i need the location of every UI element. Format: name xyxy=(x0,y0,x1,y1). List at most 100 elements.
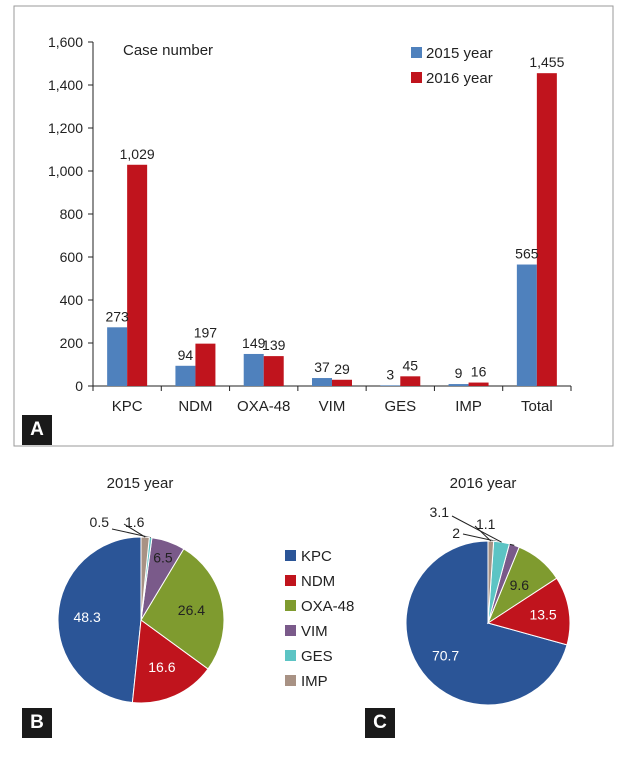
pie-slice-label: 13.5 xyxy=(529,606,556,622)
pie-legend-swatch xyxy=(285,600,296,611)
panel-label-a: A xyxy=(22,415,52,445)
pie-slice-label: 48.3 xyxy=(73,609,100,625)
y-tick-label: 800 xyxy=(60,206,84,222)
bar-legend: 2015 year 2016 year xyxy=(411,45,493,87)
bar-chart-title: Case number xyxy=(123,42,213,59)
pie-slice-label: 70.7 xyxy=(432,647,459,663)
bar-2016-vim xyxy=(332,379,352,386)
x-axis-ticks xyxy=(92,386,572,391)
bar-value-label: 1,029 xyxy=(120,146,155,162)
bar-2016-ges xyxy=(400,376,421,386)
pie-2015-title: 2015 year xyxy=(107,475,174,492)
x-tick-label: KPC xyxy=(112,398,143,415)
pie-slice-imp xyxy=(487,540,495,624)
pie-slice-label: 26.4 xyxy=(178,602,205,618)
pie-leader-line xyxy=(474,525,492,542)
pie-leader-line xyxy=(123,523,146,538)
bar-value-label: 3 xyxy=(386,366,394,382)
pie-2016-title: 2016 year xyxy=(450,475,517,492)
x-axis-labels: KPC NDM OXA-48 VIM GES IMP Total xyxy=(112,398,553,415)
pie-legend-swatch xyxy=(285,625,296,636)
pie-chart-2016: 2016 year 70.7 13.5 9.6 23.1 1.1 xyxy=(405,475,571,706)
pie-legend-swatch xyxy=(285,575,296,586)
legend-swatch xyxy=(411,72,422,83)
bar-2016-imp xyxy=(468,382,489,386)
pie-legend-label: VIM xyxy=(301,623,328,640)
bar-2015-imp xyxy=(448,384,469,386)
y-tick-label: 1,600 xyxy=(48,34,83,50)
bar-value-label: 9 xyxy=(455,365,463,381)
pie-slice-label: 2 xyxy=(452,525,460,541)
bar-value-label: 37 xyxy=(314,359,330,375)
y-tick-label: 200 xyxy=(60,335,84,351)
y-tick-label: 1,000 xyxy=(48,163,83,179)
pie-slice-label: 1.6 xyxy=(125,514,145,530)
x-tick-label: GES xyxy=(384,398,416,415)
pie-slice-oxa48 xyxy=(140,548,225,670)
bar-value-label: 197 xyxy=(194,325,218,341)
pie-leader-line xyxy=(111,528,151,539)
pie-legend-label: IMP xyxy=(301,673,328,690)
x-tick-label: OXA-48 xyxy=(237,398,290,415)
y-tick-label: 1,200 xyxy=(48,120,83,136)
bar-2016-total xyxy=(536,73,557,387)
y-tick-label: 1,400 xyxy=(48,77,83,93)
pie-slice-ndm xyxy=(486,577,571,646)
pie-slice-kpc xyxy=(57,536,142,704)
pie-legend: KPC NDM OXA-48 VIM GES IMP xyxy=(285,548,354,690)
bar-2016-kpc xyxy=(127,164,148,386)
y-tick-label: 0 xyxy=(75,378,83,394)
y-axis-ticks: 0 200 400 600 800 1,000 1,200 1,400 1,600 xyxy=(48,34,93,394)
pie-slice-label: 3.1 xyxy=(430,504,450,520)
bar-series xyxy=(107,73,557,387)
bar-2016-ndm xyxy=(195,343,216,386)
bar-2015-ges xyxy=(380,385,401,386)
bar-value-label: 29 xyxy=(334,361,350,377)
pie-legend-label: NDM xyxy=(301,573,335,590)
pie-slice-label: 1.1 xyxy=(476,516,496,532)
x-tick-label: VIM xyxy=(319,398,346,415)
bar-2015-kpc xyxy=(107,327,128,386)
bar-2015-total xyxy=(516,264,537,386)
legend-label: 2015 year xyxy=(426,45,493,62)
bar-value-label: 565 xyxy=(515,246,539,262)
panel-label-c: C xyxy=(365,708,395,738)
panel-label-b: B xyxy=(22,708,52,738)
bar-value-label: 94 xyxy=(178,347,194,363)
y-tick-label: 400 xyxy=(60,292,84,308)
bar-chart: Case number 0 200 400 600 800 1,000 1,200 1,400… xyxy=(13,5,614,447)
pie-slice-label: 9.6 xyxy=(510,577,530,593)
legend-label: 2016 year xyxy=(426,70,493,87)
bar-2015-ndm xyxy=(175,365,196,386)
pie-legend-swatch xyxy=(285,650,296,661)
x-tick-label: Total xyxy=(521,398,553,415)
bar-chart-frame xyxy=(13,5,614,447)
bar-2016-oxa48 xyxy=(263,356,284,386)
bar-2015-oxa48 xyxy=(243,353,264,386)
pie-legend-label: OXA-48 xyxy=(301,598,354,615)
bar-value-label: 1,455 xyxy=(529,54,564,70)
y-tick-label: 600 xyxy=(60,249,84,265)
bar-value-label: 45 xyxy=(402,357,418,373)
bar-2015-vim xyxy=(312,378,332,386)
pie-slice-ndm xyxy=(131,619,209,704)
bar-value-label: 139 xyxy=(262,337,286,353)
legend-swatch xyxy=(411,47,422,58)
bar-value-label: 149 xyxy=(242,335,266,351)
x-tick-label: IMP xyxy=(455,398,482,415)
bar-value-label: 16 xyxy=(471,364,487,380)
x-tick-label: NDM xyxy=(178,398,212,415)
pie-leader-line xyxy=(451,515,502,543)
pie-legend-swatch xyxy=(285,675,296,686)
pie-slice-label: 16.6 xyxy=(148,659,175,675)
pie-chart-2015: 2015 year 48.3 16.6 26.4 6.5 0.5 1.6 xyxy=(57,475,225,704)
pie-slice-label: 6.5 xyxy=(153,549,173,565)
pie-slice-label: 0.5 xyxy=(90,514,110,530)
pie-legend-label: GES xyxy=(301,648,333,665)
pie-legend-swatch xyxy=(285,550,296,561)
bar-value-label: 273 xyxy=(105,308,129,324)
pie-legend-label: KPC xyxy=(301,548,332,565)
pie-slice-kpc xyxy=(405,540,568,706)
